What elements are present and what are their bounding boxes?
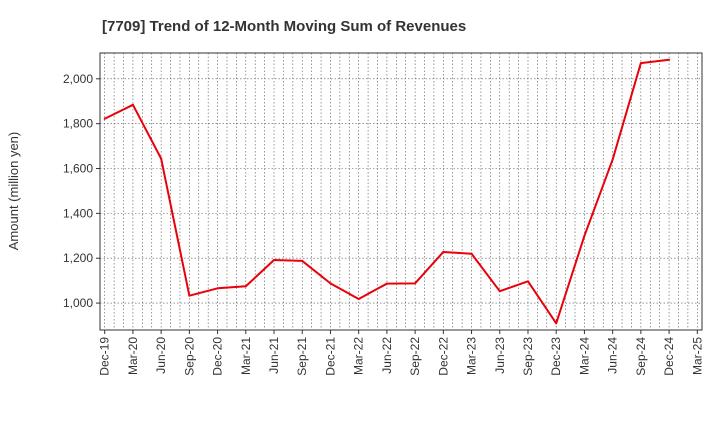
gridlines (100, 53, 702, 330)
data-point (244, 285, 247, 288)
data-point (357, 298, 360, 301)
x-tick-label: Jun-23 (493, 337, 507, 374)
y-tick-label: 1,800 (63, 117, 93, 131)
data-point (131, 103, 134, 106)
x-tick-label: Mar-25 (690, 337, 704, 375)
y-tick-label: 2,000 (63, 72, 93, 86)
y-axis-label: Amount (million yen) (6, 132, 21, 251)
y-axis-ticks: 1,000 1,200 1,400 1,600 1,800 2,000 (63, 72, 100, 310)
data-point (668, 58, 671, 61)
x-tick-label: Dec-23 (549, 337, 563, 376)
x-tick-label: Jun-24 (606, 337, 620, 374)
x-tick-label: Jun-20 (154, 337, 168, 374)
data-point (414, 282, 417, 285)
x-tick-label: Mar-20 (126, 337, 140, 375)
y-tick-label: 1,200 (63, 251, 93, 265)
data-point (301, 259, 304, 262)
data-point (216, 287, 219, 290)
x-tick-label: Dec-20 (211, 337, 225, 376)
y-tick-label: 1,000 (63, 296, 93, 310)
x-tick-label: Jun-22 (380, 337, 394, 374)
plot-area (100, 53, 702, 330)
data-point (583, 234, 586, 237)
data-point (273, 259, 276, 262)
data-point (526, 280, 529, 283)
x-tick-label: Dec-22 (436, 337, 450, 376)
data-point (160, 157, 163, 160)
x-axis-ticks: Dec-19 Mar-20 Jun-20 Sep-20 Dec-20 Mar-21 Jun-… (98, 330, 704, 376)
x-tick-label: Sep-24 (634, 337, 648, 376)
x-tick-label: Dec-19 (98, 337, 112, 376)
data-point (188, 294, 191, 297)
y-tick-label: 1,400 (63, 206, 93, 220)
x-tick-label: Sep-21 (295, 337, 309, 376)
data-point (329, 282, 332, 285)
series-layer (103, 58, 671, 325)
data-point (555, 322, 558, 325)
x-tick-label: Jun-21 (267, 337, 281, 374)
x-tick-label: Dec-21 (323, 337, 337, 376)
x-tick-label: Mar-23 (465, 337, 479, 375)
x-tick-label: Dec-24 (662, 337, 676, 376)
x-tick-label: Sep-22 (408, 337, 422, 376)
data-point (611, 158, 614, 161)
x-tick-label: Mar-24 (577, 337, 591, 375)
data-point (103, 117, 106, 120)
chart-title: [7709] Trend of 12-Month Moving Sum of R… (102, 18, 466, 35)
data-point (385, 282, 388, 285)
x-tick-label: Sep-20 (182, 337, 196, 376)
x-tick-label: Mar-22 (352, 337, 366, 375)
data-point (498, 290, 501, 293)
plot-frame (99, 52, 703, 331)
x-tick-label: Mar-21 (239, 337, 253, 375)
data-point (470, 252, 473, 255)
data-point (442, 250, 445, 253)
x-tick-label: Sep-23 (521, 337, 535, 376)
data-point (639, 62, 642, 65)
y-tick-label: 1,600 (63, 162, 93, 176)
